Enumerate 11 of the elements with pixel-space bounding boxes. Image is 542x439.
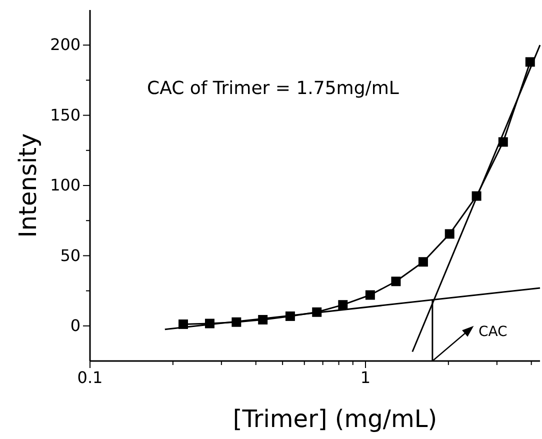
y-tick-label: 100 — [50, 176, 81, 195]
x-tick-label: 0.1 — [77, 368, 103, 388]
x-axis-title: [Trimer] (mg/mL) — [232, 405, 438, 433]
y-tick-label: 50 — [60, 246, 81, 265]
y-tick-label: 200 — [50, 35, 81, 54]
y-axis-title: Intensity — [14, 133, 42, 238]
annotation: CAC — [478, 324, 508, 340]
x-tick-label: 1 — [360, 368, 371, 388]
y-tick-label: 0 — [70, 316, 81, 336]
annotation: CAC of Trimer = 1.75mg/mL — [147, 78, 399, 99]
y-tick-label: 150 — [50, 105, 81, 124]
